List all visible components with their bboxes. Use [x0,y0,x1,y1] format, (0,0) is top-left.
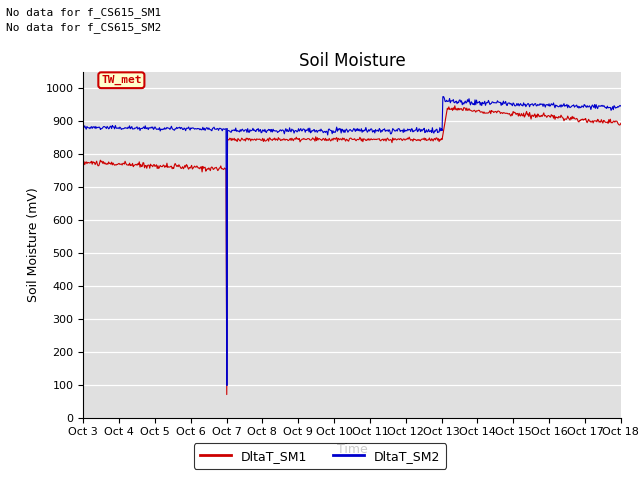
Legend: DltaT_SM1, DltaT_SM2: DltaT_SM1, DltaT_SM2 [194,444,446,469]
DltaT_SM1 [145,162,152,168]
DltaT_SM2 [89,124,97,130]
DltaT_SM2 [79,126,87,132]
DltaT_SM1 [434,137,442,143]
Text: TW_met: TW_met [101,75,141,85]
DltaT_SM1 [617,120,625,126]
DltaT_SM2 [223,382,230,387]
DltaT_SM2 [418,128,426,134]
DltaT_SM2 [145,127,152,132]
DltaT_SM2 [617,103,625,109]
DltaT_SM1 [228,135,236,141]
DltaT_SM1 [79,158,87,164]
DltaT_SM1 [199,164,207,169]
Line: DltaT_SM1: DltaT_SM1 [83,106,621,395]
DltaT_SM2 [440,94,447,99]
DltaT_SM1 [418,136,426,142]
Text: No data for f_CS615_SM1: No data for f_CS615_SM1 [6,7,162,18]
DltaT_SM2 [434,130,442,135]
Title: Soil Moisture: Soil Moisture [299,52,405,71]
Y-axis label: Soil Moisture (mV): Soil Moisture (mV) [27,187,40,302]
DltaT_SM1 [223,392,230,397]
Text: No data for f_CS615_SM2: No data for f_CS615_SM2 [6,22,162,33]
DltaT_SM2 [199,124,207,130]
DltaT_SM1 [451,103,459,108]
DltaT_SM2 [228,127,236,133]
Line: DltaT_SM2: DltaT_SM2 [83,96,621,384]
X-axis label: Time: Time [337,443,367,456]
DltaT_SM1 [89,159,97,165]
